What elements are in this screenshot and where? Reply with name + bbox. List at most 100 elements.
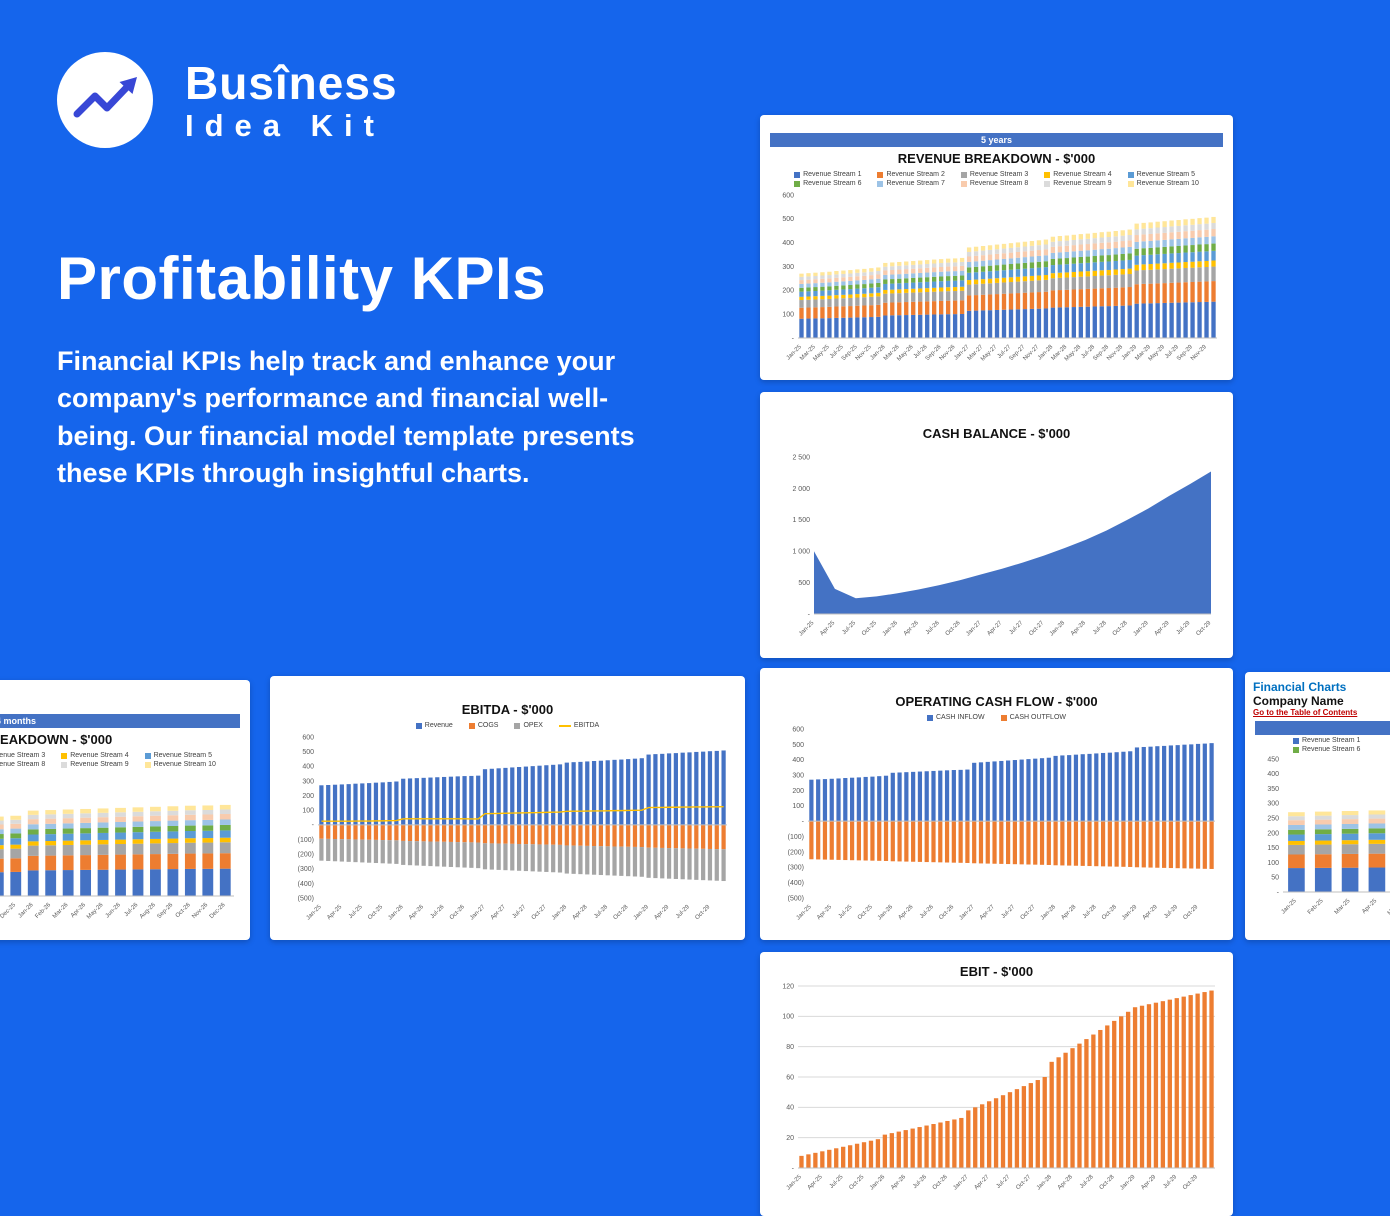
svg-text:Oct-26: Oct-26 xyxy=(932,1174,949,1191)
svg-text:May-25: May-25 xyxy=(812,344,831,363)
brand-name-line2: Idea Kit xyxy=(185,110,398,141)
page-description: Financial KPIs help track and enhance yo… xyxy=(57,343,652,492)
svg-text:-: - xyxy=(792,1165,795,1172)
svg-text:Jan-25: Jan-25 xyxy=(798,620,816,638)
period-banner: 5 years xyxy=(770,133,1223,147)
svg-text:Jan-25: Jan-25 xyxy=(786,1174,804,1192)
legend-item: OPEX xyxy=(514,722,542,729)
svg-text:(200): (200) xyxy=(788,849,804,856)
svg-text:May-26: May-26 xyxy=(86,902,105,921)
legend-item: Revenue Stream 6 xyxy=(794,180,861,187)
svg-text:Jan-27: Jan-27 xyxy=(952,1174,970,1192)
svg-text:150: 150 xyxy=(1267,845,1279,852)
svg-text:Jan-26: Jan-26 xyxy=(17,902,35,920)
chart-plot: -50100150200250300350400450Jan-25Feb-25M… xyxy=(0,770,242,932)
table-of-contents-link[interactable]: Go to the Table of Contents xyxy=(1253,708,1390,717)
period-banner: 24 months xyxy=(0,714,240,728)
svg-text:300: 300 xyxy=(782,264,794,271)
svg-text:Jan-25: Jan-25 xyxy=(1281,898,1299,916)
svg-text:Jan-26: Jan-26 xyxy=(869,1174,887,1192)
svg-text:Apr-26: Apr-26 xyxy=(903,620,920,637)
svg-text:Apr-28: Apr-28 xyxy=(572,904,589,921)
svg-text:Jan-27: Jan-27 xyxy=(958,904,976,922)
legend-marker-square xyxy=(145,762,151,768)
legend-item: Revenue Stream 9 xyxy=(1044,180,1111,187)
legend-marker-square xyxy=(1293,738,1299,744)
svg-text:200: 200 xyxy=(302,793,314,800)
svg-text:Jan-25: Jan-25 xyxy=(306,904,324,922)
legend-item: Revenue xyxy=(416,722,453,729)
svg-text:600: 600 xyxy=(302,734,314,741)
svg-text:Jan-26: Jan-26 xyxy=(387,904,405,922)
svg-text:500: 500 xyxy=(302,749,314,756)
svg-text:Apr-28: Apr-28 xyxy=(1057,1174,1074,1191)
svg-text:Nov-26: Nov-26 xyxy=(191,902,209,920)
svg-text:Apr-25: Apr-25 xyxy=(326,904,343,921)
chart-title: CASH BALANCE - $'000 xyxy=(768,422,1225,449)
chart-title: OPERATING CASH FLOW - $'000 xyxy=(768,690,1225,712)
svg-text:Jan-29: Jan-29 xyxy=(1121,904,1139,922)
svg-text:80: 80 xyxy=(786,1044,794,1051)
svg-text:600: 600 xyxy=(792,726,804,733)
svg-text:1 500: 1 500 xyxy=(792,517,810,524)
svg-text:(500): (500) xyxy=(788,895,804,902)
svg-text:Jul-29: Jul-29 xyxy=(1162,1174,1178,1190)
company-name: Company Name xyxy=(1253,694,1390,708)
svg-text:100: 100 xyxy=(782,312,794,319)
svg-text:(300): (300) xyxy=(788,865,804,872)
legend-marker-square xyxy=(469,723,475,729)
svg-text:Oct-29: Oct-29 xyxy=(1182,1174,1199,1191)
legend-item: Revenue Stream 4 xyxy=(61,752,128,759)
svg-text:Oct-26: Oct-26 xyxy=(945,620,962,637)
legend-item: Revenue Stream 5 xyxy=(1128,171,1199,178)
legend-item: Revenue Stream 3 xyxy=(0,752,45,759)
legend-item: Revenue Stream 8 xyxy=(961,180,1028,187)
svg-text:Oct-29: Oct-29 xyxy=(1182,904,1199,921)
svg-text:Apr-26: Apr-26 xyxy=(70,902,87,919)
svg-text:Jul-25: Jul-25 xyxy=(348,904,364,920)
svg-text:Apr-29: Apr-29 xyxy=(1154,620,1171,637)
svg-text:Oct-26: Oct-26 xyxy=(449,904,466,921)
svg-text:400: 400 xyxy=(1267,771,1279,778)
svg-text:Aug-26: Aug-26 xyxy=(139,902,157,920)
svg-text:500: 500 xyxy=(782,216,794,223)
svg-text:Apr-26: Apr-26 xyxy=(890,1174,907,1191)
svg-text:Jul-27: Jul-27 xyxy=(1009,620,1025,636)
svg-text:300: 300 xyxy=(302,778,314,785)
svg-text:500: 500 xyxy=(798,580,810,587)
brand: Busîness Idea Kit xyxy=(57,52,677,148)
svg-text:100: 100 xyxy=(302,808,314,815)
svg-text:Oct-28: Oct-28 xyxy=(1101,904,1118,921)
svg-text:Apr-29: Apr-29 xyxy=(653,904,670,921)
svg-text:Oct-27: Oct-27 xyxy=(531,904,548,921)
svg-text:300: 300 xyxy=(792,772,804,779)
svg-text:600: 600 xyxy=(782,192,794,199)
svg-text:250: 250 xyxy=(1267,816,1279,823)
svg-text:Jul-25: Jul-25 xyxy=(838,904,854,920)
svg-text:Jul-25: Jul-25 xyxy=(829,1174,845,1190)
svg-text:1 000: 1 000 xyxy=(792,549,810,556)
svg-text:(400): (400) xyxy=(788,880,804,887)
legend-marker-square xyxy=(1001,715,1007,721)
svg-text:450: 450 xyxy=(1267,756,1279,763)
svg-text:Apr-27: Apr-27 xyxy=(979,904,996,921)
legend-marker-square xyxy=(1128,181,1134,187)
svg-text:Jul-26: Jul-26 xyxy=(919,904,935,920)
svg-text:Apr-28: Apr-28 xyxy=(1070,620,1087,637)
svg-text:Oct-27: Oct-27 xyxy=(1028,620,1045,637)
svg-text:Apr-27: Apr-27 xyxy=(490,904,507,921)
svg-text:Jul-28: Jul-28 xyxy=(1092,620,1108,636)
svg-text:200: 200 xyxy=(792,788,804,795)
svg-text:120: 120 xyxy=(782,983,794,990)
legend-item: COGS xyxy=(469,722,499,729)
svg-text:Jul-27: Jul-27 xyxy=(996,1174,1012,1190)
svg-text:200: 200 xyxy=(1267,830,1279,837)
svg-text:Oct-28: Oct-28 xyxy=(613,904,630,921)
